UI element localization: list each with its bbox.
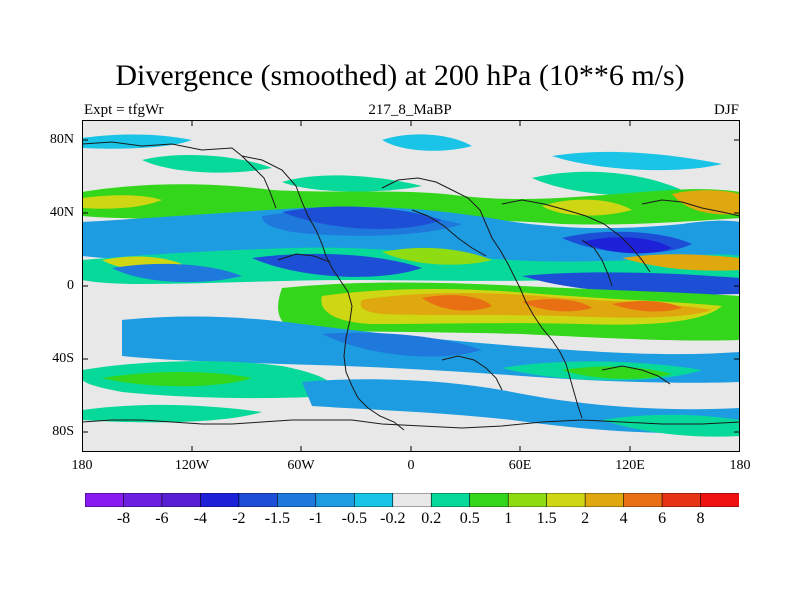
contour-south-trop-red3	[612, 301, 682, 312]
colorbar-swatch	[85, 493, 125, 507]
lon-label-120e: 120E	[615, 458, 645, 473]
map-title: Divergence (smoothed) at 200 hPa (10**6 …	[115, 59, 685, 92]
colorbar-swatch	[430, 493, 471, 507]
colorbar-label: 6	[658, 510, 667, 527]
colorbar-swatch	[469, 493, 509, 507]
contour-band-north-yellow	[82, 195, 162, 209]
contour-south-trop-red2	[522, 299, 592, 312]
colorbar-label: -2	[232, 510, 246, 527]
contour-south-trop-red	[422, 295, 492, 311]
experiment-label: Expt = tfgWr	[84, 102, 164, 118]
colorbar-swatch	[507, 493, 548, 507]
colorbar-label: 2	[581, 510, 590, 527]
colorbar-label: 0.2	[421, 510, 442, 527]
colorbar-swatch	[623, 493, 663, 507]
colorbar-swatch	[700, 493, 739, 507]
contour-blue-midlat	[82, 206, 740, 263]
colorbar-label: 4	[619, 510, 628, 527]
colorbar-swatch	[546, 493, 586, 507]
contour-band-north-yellow-east	[542, 199, 632, 216]
contour-teal	[142, 154, 682, 196]
lon-label-60e: 60E	[508, 458, 532, 473]
colorbar-label: -0.5	[341, 510, 367, 527]
contour-antarctic-teal	[82, 404, 262, 423]
contour-equator-blue2	[112, 263, 242, 283]
lat-label-80s: 80S	[52, 424, 74, 439]
colorbar-label: 1	[504, 510, 513, 527]
colorbar-label: -1	[309, 510, 323, 527]
contour-equator-blue3	[522, 272, 740, 295]
colorbar-label: -8	[116, 510, 131, 527]
colorbar-label: -0.2	[380, 510, 406, 527]
colorbar-swatch	[315, 493, 355, 507]
colorbar-swatch	[584, 493, 625, 507]
divergence-map	[82, 120, 740, 452]
contour-equator-blue	[252, 253, 422, 277]
lat-label-eq: 0	[67, 278, 74, 293]
colorbar-label: -1.5	[264, 510, 291, 527]
colorbar-swatch	[392, 493, 432, 507]
colorbar-swatch	[353, 493, 394, 507]
colorbar-label: -4	[193, 510, 208, 527]
colorbar-label: 8	[696, 510, 705, 527]
lon-label-180w: 180	[71, 458, 93, 473]
lat-label-40s: 40S	[52, 351, 74, 366]
colorbar-swatch	[277, 493, 317, 507]
lon-label-120w: 120W	[174, 458, 210, 473]
season-label: DJF	[713, 102, 739, 118]
colorbar-label: -6	[155, 510, 169, 527]
contour-trop-north-orange	[622, 254, 740, 271]
lon-label-0: 0	[407, 458, 415, 473]
colorbar-swatch	[238, 493, 278, 507]
lat-label-40n: 40N	[49, 205, 74, 220]
lon-label-180e: 180	[729, 458, 751, 473]
contour-deepblue-asia	[582, 237, 672, 254]
colorbar-swatch	[200, 493, 240, 507]
lon-label-60w: 60W	[287, 458, 315, 473]
contour-antarctic-teal2	[602, 414, 740, 437]
coastlines	[82, 141, 740, 431]
contour-south-midlat-deep	[322, 332, 482, 357]
colorbar-swatch	[661, 493, 702, 507]
case-label: 217_8_MaBP	[368, 102, 452, 118]
colorbar	[85, 493, 739, 507]
contour-south-pacific-green	[102, 372, 252, 387]
lat-label-80n: 80N	[49, 132, 74, 147]
map-ticks	[82, 120, 740, 452]
colorbar-swatch	[123, 493, 163, 507]
contour-cyan	[82, 134, 722, 171]
contour-band-north-yellow-pac	[672, 190, 740, 215]
colorbar-label: 1.5	[536, 510, 557, 527]
colorbar-label: 0.5	[459, 510, 480, 527]
contour-trop-north-yellow2	[382, 247, 492, 265]
contour-blue-indian	[282, 206, 442, 230]
contour-south-indian-green	[562, 366, 672, 379]
colorbar-swatch	[161, 493, 202, 507]
